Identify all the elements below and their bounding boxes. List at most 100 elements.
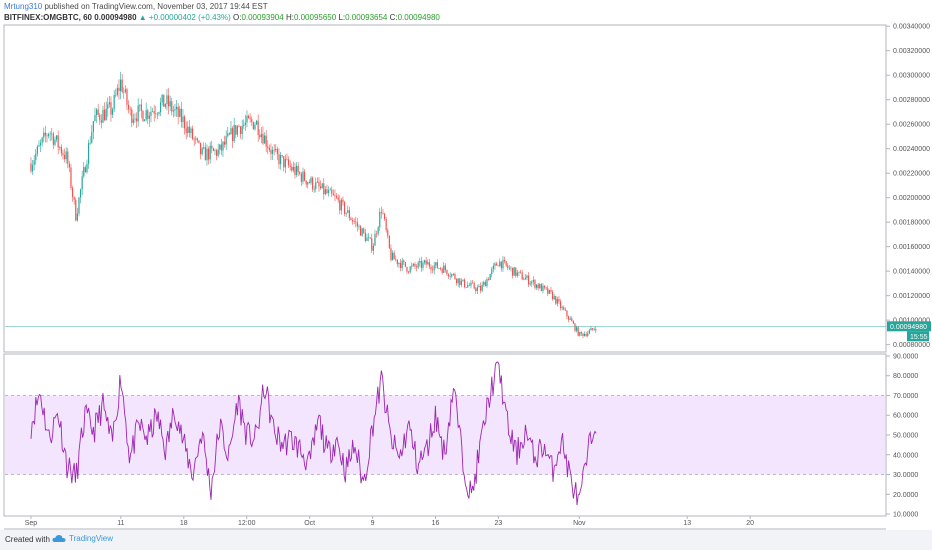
candle-body (422, 262, 424, 268)
candle-body (540, 284, 542, 292)
candle (406, 266, 408, 274)
candles (30, 71, 597, 339)
candle (171, 97, 173, 116)
rsi-pane[interactable] (3, 353, 887, 517)
candle (443, 262, 445, 274)
candle-body (119, 79, 122, 92)
candle-body (158, 112, 160, 114)
candle-body (420, 260, 422, 268)
candle-body (156, 113, 158, 115)
candle-body (54, 139, 56, 145)
tradingview-brand[interactable]: TradingView (52, 534, 113, 543)
candle (211, 140, 213, 154)
candle-body (52, 133, 54, 145)
time-tick-label: Nov (573, 520, 586, 527)
candle (263, 132, 266, 144)
candle-body (513, 267, 515, 276)
candle-body (139, 104, 141, 106)
candle-body (87, 143, 90, 164)
candle-body (391, 252, 394, 261)
candle-body (172, 110, 174, 112)
price-pane[interactable] (3, 24, 887, 353)
candle-body (239, 126, 242, 134)
candle (243, 119, 245, 130)
candle-body (523, 279, 525, 281)
candle-body (398, 262, 400, 265)
candle (345, 212, 347, 218)
candle-body (107, 104, 109, 109)
candle (318, 177, 320, 192)
time-axis[interactable]: Sep 11 18 12:00 Oct 9 16 23 Nov 13 20 (4, 516, 886, 530)
candle (311, 176, 314, 193)
candle (535, 284, 538, 291)
candle-body (475, 288, 477, 291)
candle-body (83, 167, 85, 177)
candle-body (244, 122, 246, 125)
candle-body (403, 260, 405, 263)
time-tick-label: 16 (432, 520, 440, 527)
candle (399, 258, 402, 272)
candle (532, 276, 534, 286)
rsi-axis[interactable]: 90.0000 80.0000 70.0000 60.0000 50.0000 40.00… (886, 353, 918, 519)
candle-body (545, 287, 547, 289)
candle (505, 260, 507, 268)
candle (103, 102, 106, 122)
candle-body (97, 109, 99, 115)
candle-body (563, 307, 565, 310)
candle-body (254, 124, 256, 130)
author-link[interactable]: Mrtung310 (4, 2, 43, 11)
candle (43, 127, 45, 143)
candle (281, 154, 283, 158)
candle (457, 278, 459, 287)
candle-body (75, 199, 77, 221)
candle (371, 233, 373, 253)
candle (219, 144, 221, 155)
chart-canvas[interactable]: 0.00340000 0.00320000 0.00300000 0.00280000… (0, 0, 932, 530)
candle (519, 269, 522, 274)
candle (425, 257, 427, 268)
candle-body (449, 276, 451, 277)
price-tick-label: 0.00080000 (893, 342, 930, 349)
candle (571, 316, 573, 322)
price-axis[interactable]: 0.00340000 0.00320000 0.00300000 0.00280000… (886, 24, 931, 349)
candle (473, 281, 475, 290)
candle-body (383, 213, 386, 220)
candle-body (251, 119, 253, 123)
candle (550, 286, 552, 294)
candle (270, 143, 272, 161)
candle-body (49, 133, 51, 135)
candle-body (169, 101, 171, 107)
candle-body (364, 232, 366, 241)
candle (521, 269, 523, 280)
candle (276, 146, 278, 161)
candle-body (270, 149, 272, 154)
candle (287, 156, 290, 168)
candle-body (583, 333, 586, 336)
candle (39, 139, 42, 152)
candle-body (553, 296, 555, 300)
candle (436, 259, 438, 269)
candle (308, 179, 310, 184)
candle-body (334, 195, 336, 197)
candle (593, 327, 595, 331)
candle-body (247, 115, 250, 119)
candle (289, 160, 291, 171)
candle-body (92, 121, 94, 132)
time-tick-label: 23 (495, 520, 503, 527)
candle-body (324, 189, 326, 195)
candle (135, 112, 138, 128)
candle-body (387, 230, 389, 236)
candle-body (531, 281, 533, 284)
candle-body (167, 95, 170, 107)
candle-body (359, 226, 362, 236)
candle-body (323, 183, 325, 195)
candle (95, 108, 98, 123)
candle (334, 189, 336, 202)
candle (396, 259, 398, 267)
candle-body (206, 148, 208, 161)
candle (459, 278, 461, 288)
candle-body (377, 227, 379, 234)
candle (361, 227, 363, 237)
candle-body (267, 146, 269, 149)
candle (244, 115, 246, 131)
